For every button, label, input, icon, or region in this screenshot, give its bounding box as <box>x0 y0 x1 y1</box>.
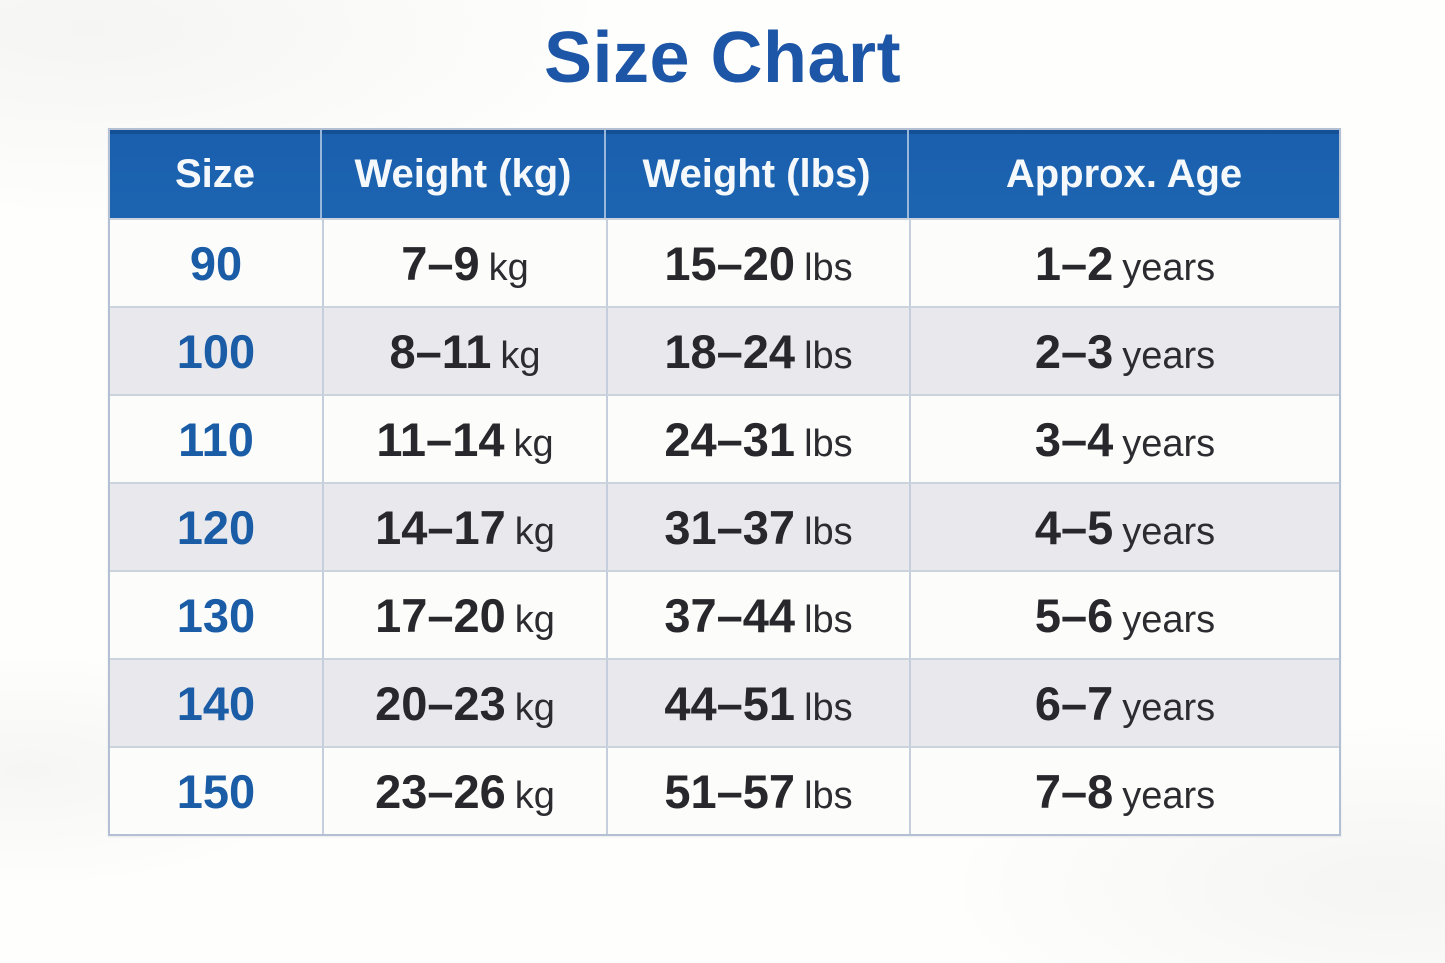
header-weight-kg: Weight (kg) <box>322 130 606 218</box>
weight-lbs-cell: 15–20 lbs <box>606 218 909 306</box>
table-row: 110 11–14 kg 24–31 lbs 3–4 years <box>110 394 1339 482</box>
weight-kg-unit: kg <box>500 334 541 377</box>
weight-kg-unit: kg <box>488 246 529 289</box>
age-cell: 3–4 years <box>909 394 1339 482</box>
weight-kg-unit: kg <box>514 510 555 553</box>
weight-kg-value: 7–9 <box>401 236 480 290</box>
header-size: Size <box>110 130 322 218</box>
weight-kg-value: 23–26 <box>375 764 506 818</box>
age-value: 5–6 <box>1034 588 1114 642</box>
size-value: 140 <box>110 658 322 746</box>
weight-lbs-unit: lbs <box>804 422 853 465</box>
weight-lbs-value: 44–51 <box>664 676 796 730</box>
age-unit: years <box>1122 598 1216 641</box>
weight-lbs-unit: lbs <box>804 686 853 729</box>
weight-kg-cell: 17–20 kg <box>322 570 606 658</box>
weight-lbs-value: 51–57 <box>664 764 796 818</box>
age-value: 2–3 <box>1034 324 1114 378</box>
age-unit: years <box>1122 686 1216 729</box>
header-approx-age: Approx. Age <box>909 130 1339 218</box>
weight-lbs-value: 15–20 <box>664 236 796 290</box>
weight-kg-value: 11–14 <box>376 412 505 466</box>
weight-lbs-unit: lbs <box>804 510 853 553</box>
age-unit: years <box>1122 334 1216 377</box>
weight-lbs-value: 31–37 <box>664 500 796 554</box>
age-cell: 7–8 years <box>909 746 1339 834</box>
age-cell: 6–7 years <box>909 658 1339 746</box>
weight-lbs-cell: 24–31 lbs <box>606 394 909 482</box>
weight-kg-cell: 23–26 kg <box>322 746 606 834</box>
weight-lbs-cell: 51–57 lbs <box>606 746 909 834</box>
table-row: 130 17–20 kg 37–44 lbs 5–6 years <box>110 570 1339 658</box>
table-row: 90 7–9 kg 15–20 lbs 1–2 years <box>110 218 1339 306</box>
size-value: 110 <box>110 394 322 482</box>
size-value: 130 <box>110 570 322 658</box>
size-value: 100 <box>110 306 322 394</box>
size-chart-table: Size Weight (kg) Weight (lbs) Approx. Ag… <box>108 128 1341 836</box>
weight-kg-unit: kg <box>513 422 554 465</box>
size-value: 90 <box>110 218 322 306</box>
age-value: 3–4 <box>1034 412 1114 466</box>
age-value: 4–5 <box>1034 500 1114 554</box>
age-unit: years <box>1122 422 1216 465</box>
age-value: 7–8 <box>1034 764 1114 818</box>
weight-kg-unit: kg <box>514 686 555 729</box>
size-value: 120 <box>110 482 322 570</box>
table-row: 140 20–23 kg 44–51 lbs 6–7 years <box>110 658 1339 746</box>
weight-kg-value: 17–20 <box>375 588 506 642</box>
age-cell: 5–6 years <box>909 570 1339 658</box>
table-header: Size Weight (kg) Weight (lbs) Approx. Ag… <box>110 130 1339 218</box>
weight-lbs-unit: lbs <box>804 246 853 289</box>
weight-kg-cell: 20–23 kg <box>322 658 606 746</box>
weight-lbs-cell: 44–51 lbs <box>606 658 909 746</box>
weight-lbs-cell: 31–37 lbs <box>606 482 909 570</box>
weight-kg-cell: 14–17 kg <box>322 482 606 570</box>
weight-kg-unit: kg <box>514 598 555 641</box>
page-title: Size Chart <box>543 18 902 98</box>
table-row: 120 14–17 kg 31–37 lbs 4–5 years <box>110 482 1339 570</box>
age-cell: 4–5 years <box>909 482 1339 570</box>
weight-lbs-cell: 18–24 lbs <box>606 306 909 394</box>
table-row: 100 8–11 kg 18–24 lbs 2–3 years <box>110 306 1339 394</box>
weight-kg-value: 20–23 <box>375 676 506 730</box>
age-unit: years <box>1122 774 1216 817</box>
weight-lbs-value: 24–31 <box>664 412 796 466</box>
weight-kg-cell: 7–9 kg <box>322 218 606 306</box>
age-cell: 2–3 years <box>909 306 1339 394</box>
age-cell: 1–2 years <box>909 218 1339 306</box>
size-value: 150 <box>110 746 322 834</box>
weight-kg-value: 8–11 <box>389 324 492 378</box>
table-row: 150 23–26 kg 51–57 lbs 7–8 years <box>110 746 1339 834</box>
weight-lbs-unit: lbs <box>804 598 853 641</box>
weight-kg-unit: kg <box>514 774 555 817</box>
weight-lbs-unit: lbs <box>804 774 853 817</box>
header-row: Size Weight (kg) Weight (lbs) Approx. Ag… <box>110 130 1339 218</box>
age-unit: years <box>1122 246 1216 289</box>
weight-kg-value: 14–17 <box>375 500 506 554</box>
weight-lbs-unit: lbs <box>804 334 853 377</box>
weight-kg-cell: 8–11 kg <box>322 306 606 394</box>
weight-lbs-value: 18–24 <box>664 324 796 378</box>
age-value: 6–7 <box>1034 676 1114 730</box>
weight-lbs-value: 37–44 <box>664 588 796 642</box>
weight-kg-cell: 11–14 kg <box>322 394 606 482</box>
header-weight-lbs: Weight (lbs) <box>606 130 909 218</box>
age-unit: years <box>1122 510 1216 553</box>
age-value: 1–2 <box>1034 236 1114 290</box>
weight-lbs-cell: 37–44 lbs <box>606 570 909 658</box>
table-body: 90 7–9 kg 15–20 lbs 1–2 years 100 8–11 kg 18… <box>110 218 1339 834</box>
